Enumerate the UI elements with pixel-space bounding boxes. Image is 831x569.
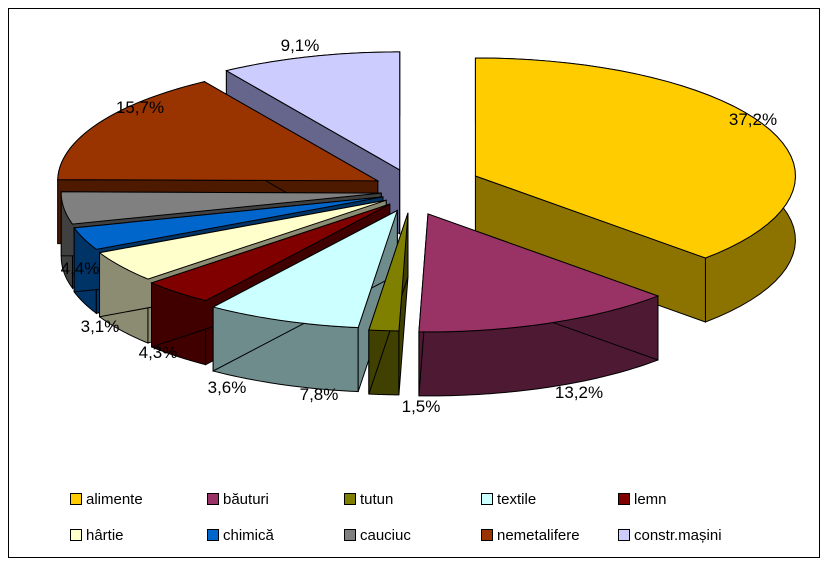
pie-slice-nemetalifere [57,81,380,182]
legend-swatch [207,529,219,541]
legend-label: chimică [223,526,274,544]
pie-slice-3d-2 [368,212,409,396]
pie-slice-lemn [150,203,390,302]
legend-swatch [481,493,493,505]
pie-slice-chimică [73,196,384,250]
legend-label: constr.mașini [634,526,722,544]
legend: alimente băuturi tutun textile lemn hârtie chi… [70,481,790,553]
slice-label-1: 13,2% [555,383,603,402]
slice-label-7: 4,4% [61,259,100,278]
slice-label-0: 37,2% [729,110,777,129]
legend-label: textile [497,490,537,508]
pie-slice-alimente [474,57,796,259]
legend-label: tutun [360,490,394,508]
slice-label-3: 7,8% [300,385,339,404]
slice-label-4: 3,6% [208,378,247,397]
legend-swatch [618,493,630,505]
legend-swatch [344,493,356,505]
legend-label: alimente [86,490,143,508]
legend-row: alimente băuturi tutun textile lemn [70,481,790,517]
legend-label: lemn [634,490,667,508]
legend-item: lemn [618,491,755,508]
slice-label-9: 9,1% [281,36,320,55]
chart-frame: 37,2% 13,2% 1,5% 7,8% 3,6% 4,3% 3,1% 4,4% 15,7% 9… [8,8,820,558]
pie-slice-textile [211,209,399,329]
pie-slice-3d-1 [418,213,660,397]
legend-label: cauciuc [360,526,411,544]
legend-item: tutun [344,491,481,508]
slice-label-2: 1,5% [402,397,441,416]
pie-slice-constr.mașini [225,51,401,171]
legend-swatch [618,529,630,541]
legend-item: alimente [70,491,207,508]
slice-label-5: 4,3% [139,343,178,362]
pie-slice-hârtie [98,199,387,280]
legend-label: nemetalifere [497,526,580,544]
legend-swatch [70,493,82,505]
legend-label: hârtie [86,526,124,544]
slice-label-8: 15,7% [116,98,164,117]
pie-slice-3d-3 [211,209,399,393]
pie-chart: 37,2% 13,2% 1,5% 7,8% 3,6% 4,3% 3,1% 4,4% 15,7% 9… [57,36,796,416]
legend-item: textile [481,491,618,508]
legend-item: băuturi [207,491,344,508]
legend-swatch [70,529,82,541]
legend-item: cauciuc [344,527,481,544]
pie-slice-băuturi [418,213,660,333]
legend-item: constr.mașini [618,527,755,544]
legend-item: nemetalifere [481,527,618,544]
pie-slice-3d-0 [474,57,796,323]
legend-swatch [344,529,356,541]
slice-label-6: 3,1% [81,317,120,336]
legend-swatch [481,529,493,541]
legend-item: chimică [207,527,344,544]
legend-item: hârtie [70,527,207,544]
legend-swatch [207,493,219,505]
legend-label: băuturi [223,490,269,508]
pie-slice-tutun [368,212,409,332]
legend-row: hârtie chimică cauciuc nemetalifere constr.m… [70,517,790,553]
pie-slice-cauciuc [60,191,382,225]
